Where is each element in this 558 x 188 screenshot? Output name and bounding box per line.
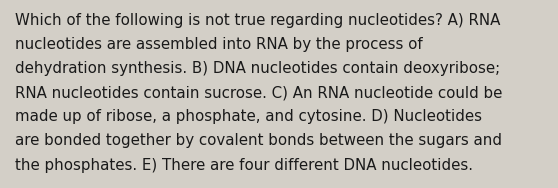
Text: dehydration synthesis. B) DNA nucleotides contain deoxyribose;: dehydration synthesis. B) DNA nucleotide… — [15, 61, 500, 76]
Text: nucleotides are assembled into RNA by the process of: nucleotides are assembled into RNA by th… — [15, 37, 423, 52]
Text: the phosphates. E) There are four different DNA nucleotides.: the phosphates. E) There are four differ… — [15, 158, 473, 173]
Text: made up of ribose, a phosphate, and cytosine. D) Nucleotides: made up of ribose, a phosphate, and cyto… — [15, 109, 482, 124]
Text: Which of the following is not true regarding nucleotides? A) RNA: Which of the following is not true regar… — [15, 13, 501, 28]
Text: RNA nucleotides contain sucrose. C) An RNA nucleotide could be: RNA nucleotides contain sucrose. C) An R… — [15, 85, 502, 100]
Text: are bonded together by covalent bonds between the sugars and: are bonded together by covalent bonds be… — [15, 133, 502, 149]
